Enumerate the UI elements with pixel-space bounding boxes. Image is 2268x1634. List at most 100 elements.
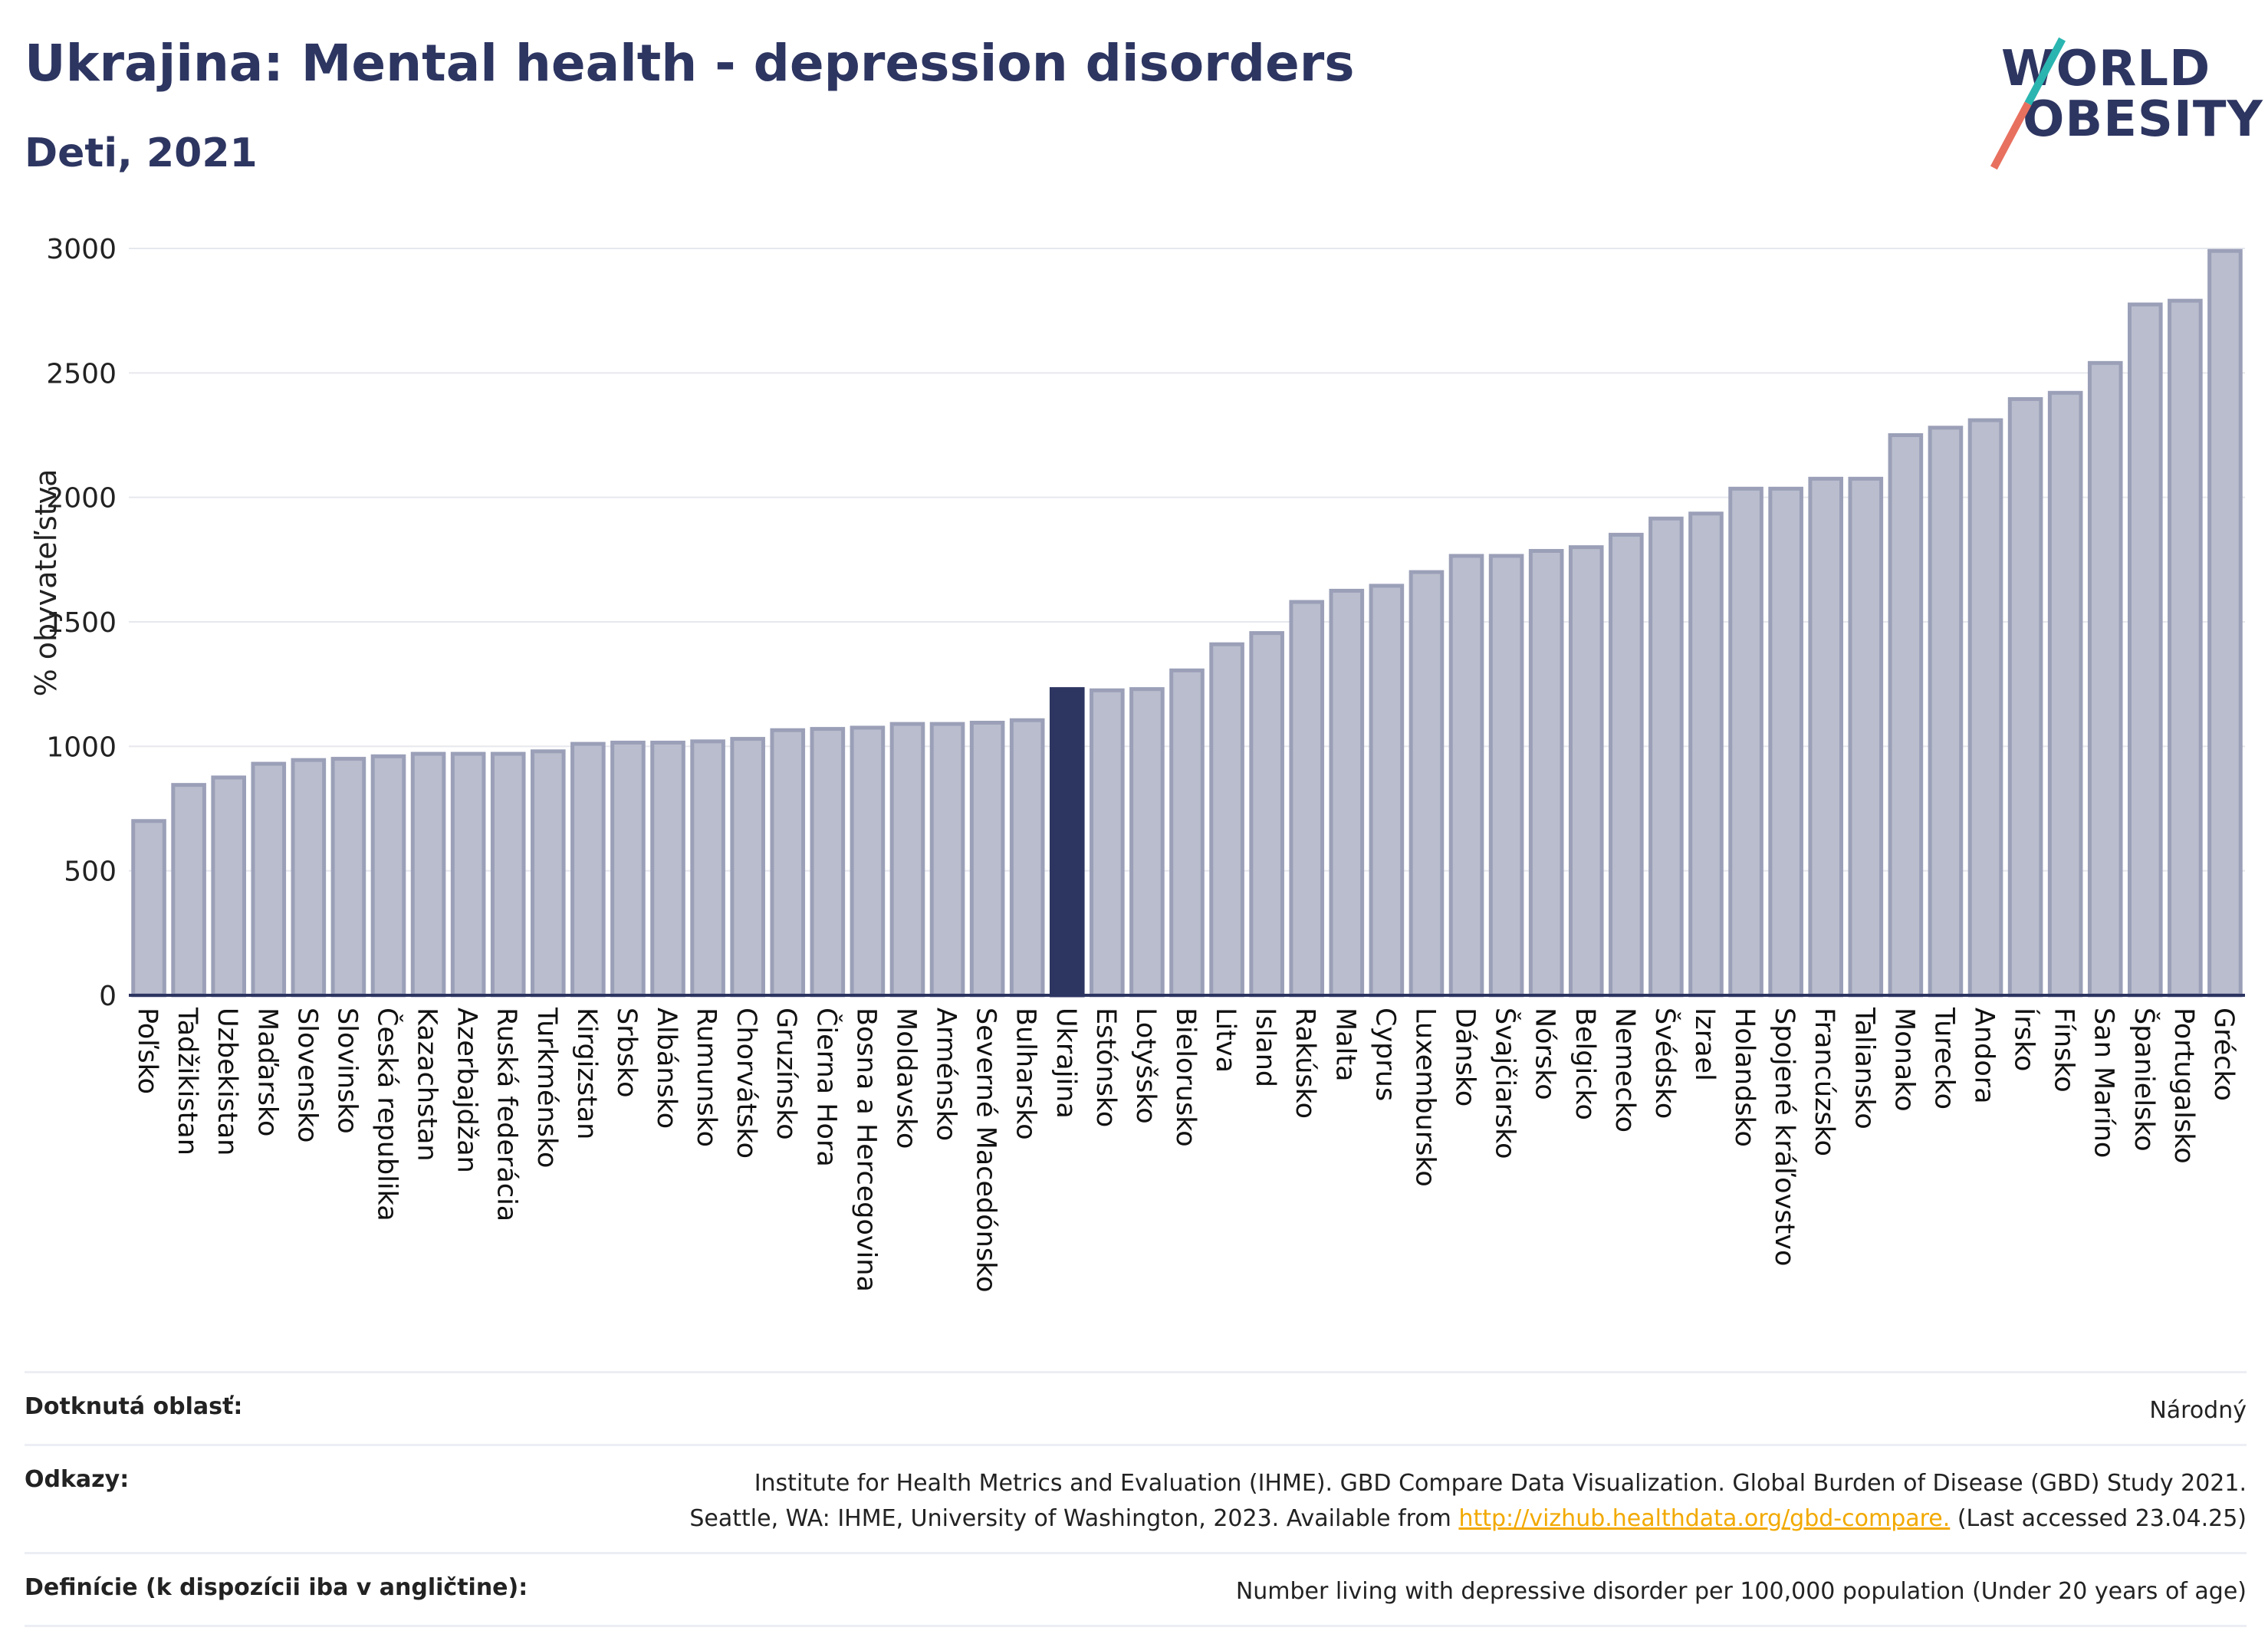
footer-value-definitions: Number living with depressive disorder p… (1235, 1578, 2247, 1605)
footer-value-area: Národný (2149, 1397, 2247, 1424)
x-tick-label: Albánsko (651, 1008, 682, 1129)
bar (770, 728, 806, 998)
x-tick-label: Monako (1888, 1008, 1919, 1112)
bar (330, 757, 366, 998)
bar (929, 722, 965, 998)
x-tick-label: Chorvátsko (731, 1008, 761, 1159)
bar (2128, 302, 2163, 998)
bar (2207, 248, 2243, 998)
x-tick-label: Cyprus (1369, 1008, 1400, 1101)
x-tick-label: Bosna a Hercegovina (850, 1008, 881, 1292)
x-tick-label: Turkménsko (531, 1007, 562, 1168)
x-tick-label: Estónsko (1090, 1008, 1121, 1127)
bar (1848, 476, 1884, 998)
x-tick-label: Uzbekistan (212, 1008, 242, 1156)
x-tick-label: Island (1250, 1008, 1280, 1087)
x-tick-label: Slovensko (291, 1008, 322, 1142)
footer-row-area: Dotknutá oblasť: Národný (25, 1371, 2247, 1444)
bar (610, 740, 646, 998)
x-tick-label: Azerbajdžan (452, 1008, 482, 1173)
bar (1369, 584, 1405, 998)
bar (969, 720, 1005, 998)
x-tick-label: Slovinsko (331, 1008, 362, 1134)
x-tick-label: Belgicko (1570, 1008, 1600, 1120)
reference-link[interactable]: http://vizhub.healthdata.org/gbd-compare… (1458, 1505, 1951, 1532)
bar (530, 749, 566, 998)
footer-value-references: Institute for Health Metrics and Evaluat… (689, 1466, 2247, 1537)
bar (1808, 476, 1844, 998)
x-tick-label: Arménsko (931, 1008, 961, 1141)
x-tick-label: Nórsko (1530, 1008, 1560, 1100)
x-tick-label: Ukrajina (1050, 1008, 1081, 1119)
x-tick-label: Bulharsko (1011, 1008, 1041, 1140)
bar (810, 727, 846, 998)
footer-key-area: Dotknutá oblasť: (25, 1393, 243, 1420)
bar (1129, 687, 1165, 998)
x-tick-label: Maďarsko (251, 1008, 282, 1136)
bar (1967, 418, 2003, 998)
world-obesity-logo: WORLD OBESITY (1990, 37, 2263, 170)
reference-line-2: Seattle, WA: IHME, University of Washing… (689, 1501, 2247, 1537)
footer-row-references: Odkazy: Institute for Health Metrics and… (25, 1444, 2247, 1552)
footer-key-definitions: Definície (k dispozícii iba v angličtine… (25, 1574, 528, 1601)
y-tick-label: 500 (64, 856, 117, 888)
bar (1448, 554, 1484, 998)
bar (730, 737, 765, 998)
footer-key-references: Odkazy: (25, 1466, 130, 1493)
x-tick-label: Írsko (2009, 1008, 2041, 1071)
bar (131, 819, 166, 998)
x-tick-label: Švédsko (1649, 1008, 1681, 1119)
chart-footer: Dotknutá oblasť: Národný Odkazy: Institu… (25, 1371, 2247, 1627)
x-tick-label: Ruská federácia (491, 1008, 522, 1221)
bar-chart: 0 500 1000 1500 2000 2500 3000 Poľsko Tadžikista… (46, 234, 2245, 1293)
x-tick-label: Izrael (1689, 1008, 1720, 1081)
bar (1609, 532, 1644, 998)
bar (1768, 486, 1803, 998)
x-tick-label: Turecko (1928, 1007, 1959, 1110)
x-tick-label: Španielsko (2128, 1008, 2161, 1152)
bar (1049, 687, 1085, 998)
y-tick-label: 2000 (46, 483, 117, 515)
bar (690, 739, 725, 998)
bar (251, 761, 287, 998)
x-tick-label: Malta (1330, 1008, 1360, 1082)
bar (291, 758, 327, 998)
reference-line-2-text: Seattle, WA: IHME, University of Washing… (689, 1505, 1459, 1532)
x-tick-label: Andora (1969, 1008, 2000, 1104)
bar (650, 740, 685, 998)
footer-row-definitions: Definície (k dispozícii iba v angličtine… (25, 1552, 2247, 1627)
x-tick-label: Rumunsko (691, 1008, 721, 1147)
y-tick-label: 1000 (46, 732, 117, 763)
bar (410, 751, 446, 998)
x-tick-label: Luxembursko (1409, 1008, 1440, 1187)
bar (1888, 433, 1924, 998)
x-tick-label: Holandsko (1729, 1008, 1760, 1147)
bar (889, 722, 925, 998)
bar (1928, 426, 1964, 998)
x-tick-label: Kirgizstan (571, 1008, 602, 1139)
x-tick-label: Spojené kráľovstvo (1769, 1008, 1800, 1266)
x-tick-label: Litva (1210, 1008, 1241, 1073)
x-tick-label: Grécko (2208, 1008, 2239, 1101)
bar (1209, 642, 1244, 998)
y-tick-label: 1500 (46, 607, 117, 639)
bar (1090, 688, 1125, 998)
bar (450, 751, 486, 998)
x-tick-label: Dánsko (1450, 1008, 1481, 1106)
bar (1728, 486, 1763, 998)
y-axis-label: % obyvateľstva (29, 469, 63, 697)
x-tick-label: Moldavsko (890, 1008, 921, 1149)
x-tick-label: Bielorusko (1170, 1008, 1201, 1147)
x-tick-label: Portugalsko (2168, 1008, 2199, 1164)
bar (1009, 718, 1045, 998)
chart-title: Ukrajina: Mental health - depression dis… (25, 34, 1355, 93)
x-tick-label: San Maríno (2089, 1008, 2119, 1158)
x-tick-label: Francúzsko (1809, 1008, 1839, 1156)
x-tick-label: Rakúsko (1290, 1008, 1320, 1119)
bar (1528, 548, 1564, 998)
bar (2047, 390, 2083, 998)
bar (171, 783, 206, 998)
x-tick-label: Gruzínsko (771, 1008, 801, 1140)
x-tick-label: Švajčiarsko (1490, 1008, 1522, 1159)
reference-accessed: (Last accessed 23.04.25) (1950, 1505, 2247, 1532)
